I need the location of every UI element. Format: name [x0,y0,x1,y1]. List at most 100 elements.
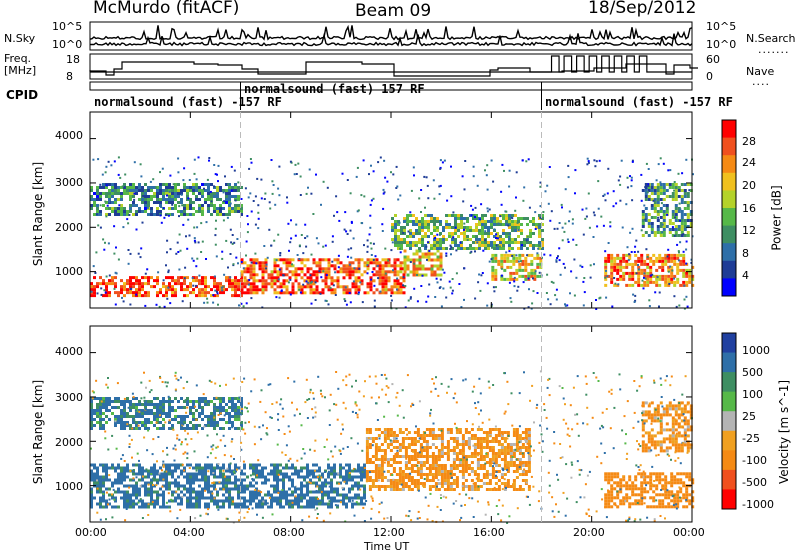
echo-cell [616,271,620,275]
echo-cell [535,223,538,226]
echo-cell [168,276,171,280]
echo-cell [117,418,120,421]
echo-cell [616,493,620,497]
echo-cell [294,469,297,473]
echo-cell [370,278,373,281]
echo-cell [252,291,256,295]
echo-cell [321,487,324,491]
echo-cell [450,253,452,256]
echo-cell [630,179,633,182]
echo-cell [95,213,98,216]
echo-cell [221,289,224,292]
echo-cell [333,496,336,500]
echo-cell [606,275,609,278]
echo-cell [296,254,299,256]
echo-cell [276,258,280,262]
echo-cell [99,487,102,491]
echo-cell [422,440,426,443]
echo-cell [378,276,382,280]
echo-cell [686,422,690,426]
echo-cell [264,285,268,289]
echo-cell [686,207,690,210]
echo-cell [345,303,348,306]
echo-cell [440,452,444,455]
echo-cell [488,488,492,491]
echo-cell [214,227,217,230]
echo-cell [644,189,648,192]
echo-cell [614,282,617,285]
echo-cell [661,231,664,234]
echo-cell [528,206,531,209]
echo-cell [345,463,348,467]
echo-cell [674,449,678,453]
echo-cell [194,241,197,244]
echo-cell [398,467,402,470]
echo-cell [449,470,453,473]
echo-cell [147,204,150,207]
echo-cell [439,184,442,187]
echo-cell [646,262,650,266]
echo-cell [395,479,399,482]
echo-cell [225,499,228,503]
echo-cell [365,437,369,440]
echo-cell [177,171,180,174]
echo-cell [524,464,528,467]
echo-cell [644,216,648,219]
echo-cell [680,228,684,231]
echo-cell [99,505,102,509]
echo-cell [433,270,437,274]
echo-cell [415,241,418,244]
echo-cell [393,285,397,289]
echo-cell [213,195,216,198]
echo-cell [475,238,478,241]
echo-cell [457,223,460,226]
echo-cell [252,276,256,280]
echo-cell [407,455,411,458]
echo-cell [625,265,629,269]
echo-cell [431,455,435,458]
echo-cell [665,449,669,453]
echo-cell [497,488,501,491]
echo-cell [365,455,369,458]
echo-cell [276,273,280,277]
echo-cell [132,493,135,497]
echo-cell [357,466,360,470]
echo-cell [150,469,153,473]
echo-cell [99,276,102,280]
echo-cell [452,479,456,482]
echo-cell [368,428,372,431]
echo-cell [132,487,135,491]
echo-cell [488,208,491,211]
echo-cell [132,490,135,494]
echo-cell [108,198,111,201]
echo-cell [391,238,394,241]
echo-cell [449,286,452,289]
echo-cell [130,287,133,290]
echo-cell [482,467,486,470]
echo-cell [300,466,303,470]
echo-cell [348,490,351,494]
echo-cell [132,403,135,406]
echo-cell [521,274,525,278]
echo-cell [470,479,474,482]
echo-cell [613,472,617,476]
echo-cell [120,466,123,470]
echo-cell [458,461,462,464]
echo-cell [527,274,531,278]
echo-cell [114,192,117,195]
echo-cell [440,431,444,434]
echo-cell [439,273,443,277]
echo-cell [448,214,451,217]
echo-cell [482,458,486,461]
echo-cell [445,223,448,226]
echo-cell [210,183,213,186]
echo-cell [625,493,629,497]
echo-cell [379,156,382,159]
echo-cell [499,247,502,250]
echo-cell [658,253,662,257]
echo-cell [518,488,522,491]
echo-cell [410,467,414,470]
echo-cell [389,434,393,437]
echo-cell [123,484,126,488]
echo-cell [564,266,566,269]
